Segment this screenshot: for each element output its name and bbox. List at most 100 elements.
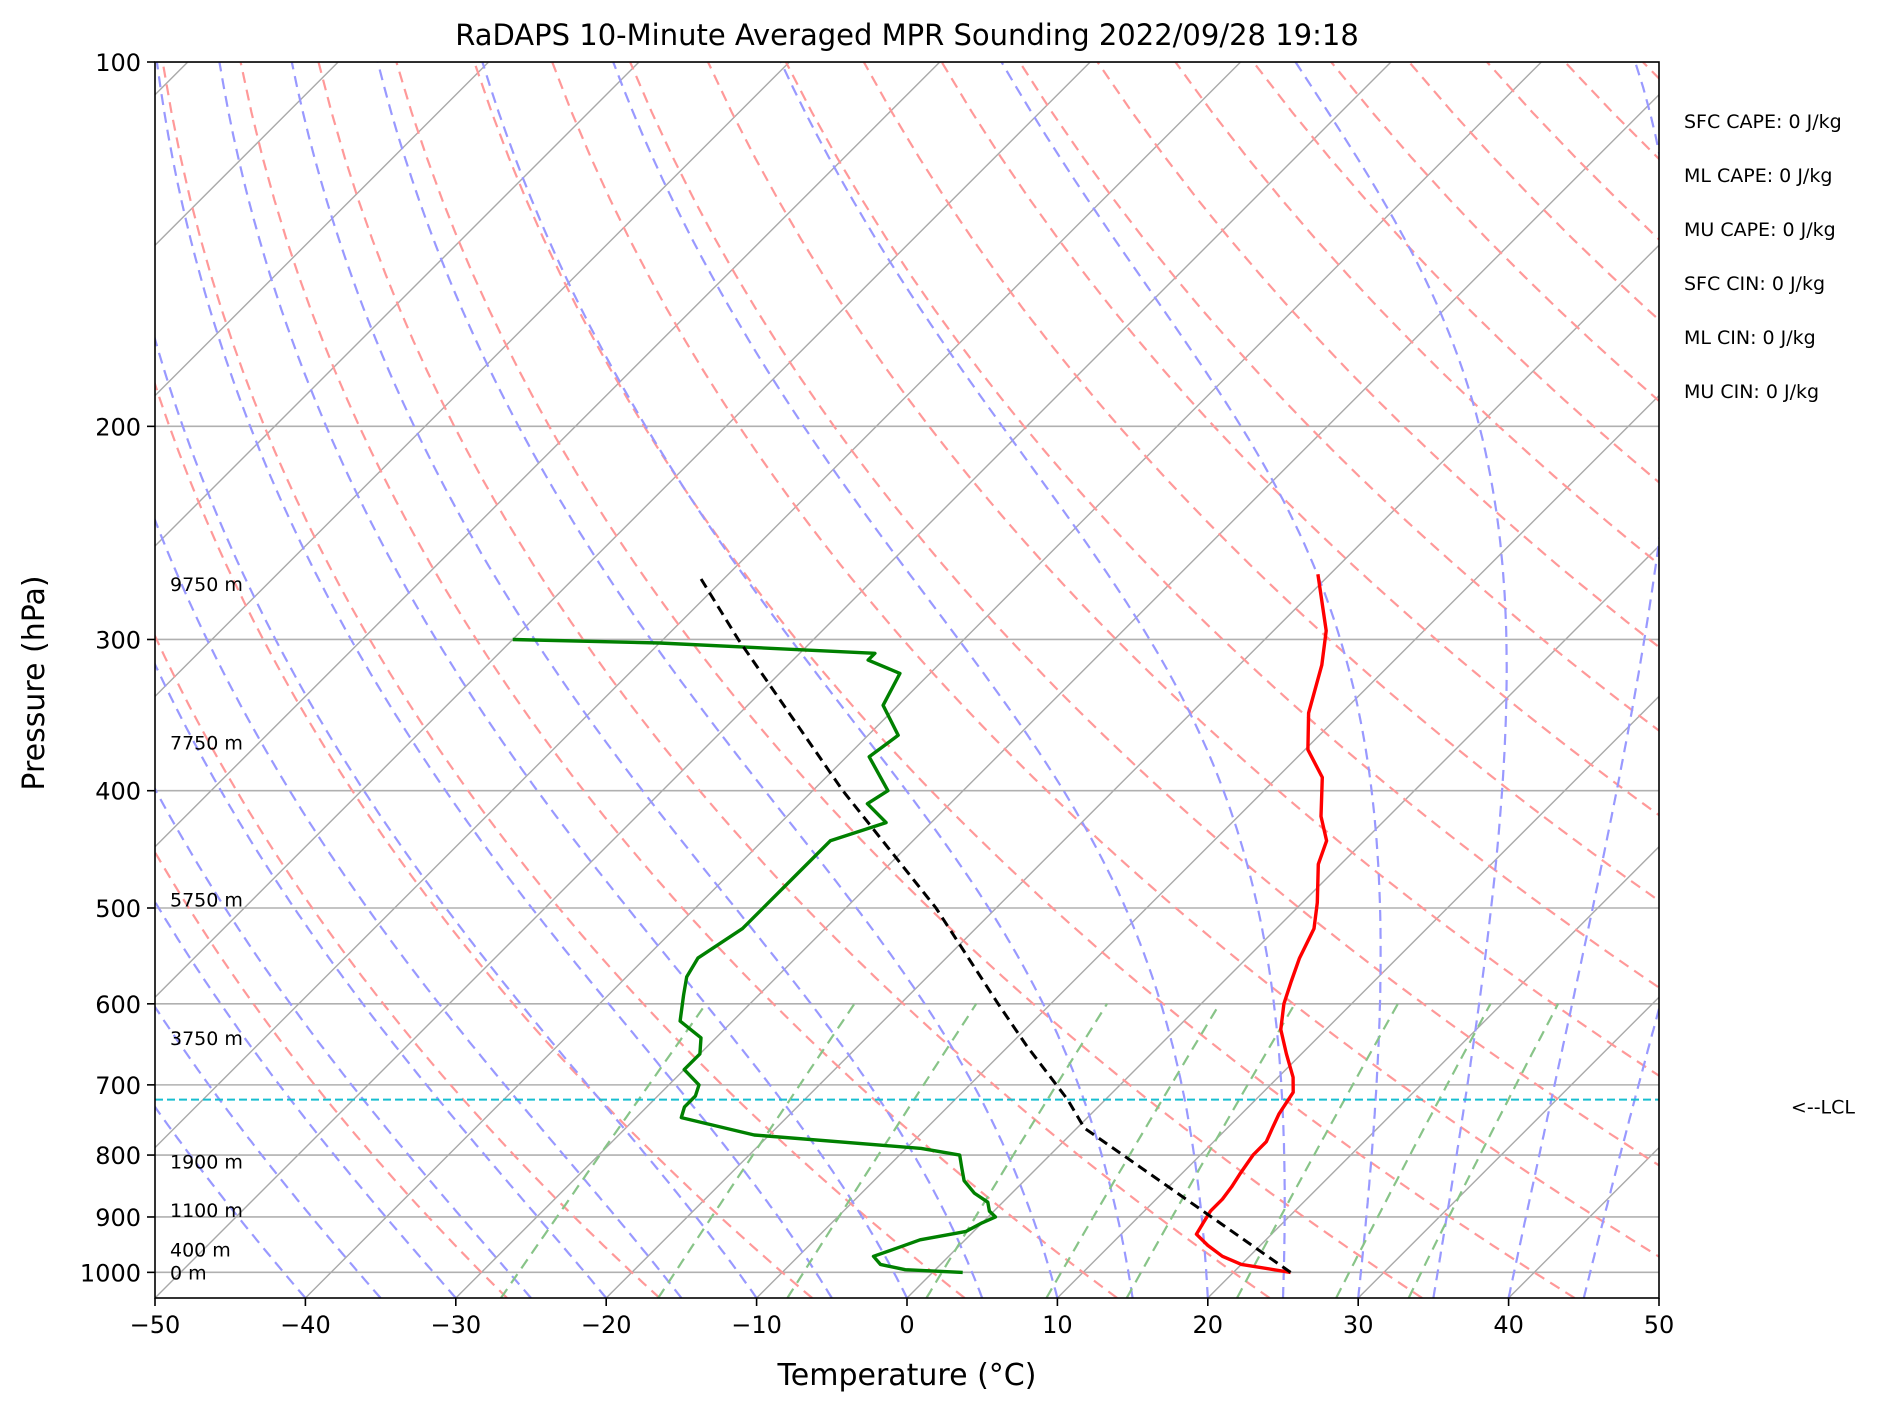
dewpoint-profile <box>512 637 998 1275</box>
isotherm-line <box>155 62 790 698</box>
x-tick-label: 40 <box>1493 1311 1524 1339</box>
moist-adiabat <box>376 62 1059 1298</box>
mixing-ratio-line <box>925 1003 1108 1298</box>
x-tick-label: −50 <box>130 1311 181 1339</box>
moist-adiabat <box>1507 62 1659 1298</box>
mixing-ratio-line <box>786 1003 978 1298</box>
dry-adiabat <box>161 62 966 1298</box>
x-tick-label: −20 <box>581 1311 632 1339</box>
lcl-label: <--LCL <box>1791 1097 1855 1119</box>
isotherm-line <box>1056 695 1659 1298</box>
dry-adiabat <box>784 62 1659 989</box>
moist-adiabats <box>155 62 1659 1298</box>
mixing-ratio-line <box>499 1003 707 1298</box>
moist-adiabat <box>155 1105 307 1298</box>
mixing-ratio-line <box>1045 1003 1221 1298</box>
moist-adiabat <box>155 517 683 1298</box>
dry-adiabat <box>395 62 1423 1298</box>
y-tick-label: 900 <box>95 1204 141 1232</box>
pressure-grid <box>155 62 1659 1274</box>
mixing-ratio-line <box>1335 1003 1492 1298</box>
isotherms <box>155 62 1659 1298</box>
y-tick-label: 600 <box>95 991 141 1019</box>
moist-adiabat <box>481 62 1134 1298</box>
height-label: 1100 m <box>170 1200 243 1222</box>
moist-adiabat <box>779 62 1286 1298</box>
dry-adiabat <box>155 633 661 1298</box>
y-tick-label: 500 <box>95 895 141 923</box>
dry-adiabats <box>155 62 1659 1298</box>
indices-panel: SFC CAPE: 0 J/kg ML CAPE: 0 J/kg MU CAPE: … <box>1684 111 1842 403</box>
height-label: 1900 m <box>170 1152 243 1174</box>
mixing-ratio-line <box>1125 1003 1296 1298</box>
y-tick-label: 1000 <box>80 1259 141 1287</box>
plot-area <box>155 62 1659 1298</box>
temperature-profile <box>1194 574 1329 1275</box>
mixing-ratio-lines <box>499 1003 1560 1298</box>
x-axis-title: Temperature (°C) <box>777 1358 1037 1393</box>
x-tick-label: 30 <box>1343 1311 1374 1339</box>
mixing-ratio-line <box>1236 1003 1399 1298</box>
y-tick-label: 100 <box>95 49 141 77</box>
y-tick-label: 800 <box>95 1142 141 1170</box>
moist-adiabat <box>612 62 1209 1298</box>
height-label: 5750 m <box>170 890 243 912</box>
x-tick-label: 0 <box>899 1311 914 1339</box>
moist-adiabat <box>155 899 457 1298</box>
y-axis-title: Pressure (hPa) <box>17 575 52 790</box>
index-label: MU CAPE: 0 J/kg <box>1684 219 1836 241</box>
dry-adiabat <box>155 850 508 1298</box>
isotherm-line <box>756 394 1659 1298</box>
mixing-ratio-line <box>1407 1003 1560 1298</box>
dry-adiabat <box>862 62 1659 903</box>
moist-adiabat <box>1294 62 1508 1298</box>
x-tick-label: 50 <box>1644 1311 1675 1339</box>
dry-adiabat <box>940 62 1659 817</box>
moist-adiabat <box>1000 62 1382 1298</box>
isotherm-line <box>155 62 1091 999</box>
moist-adiabat <box>155 786 532 1298</box>
isotherm-line <box>155 62 490 397</box>
isotherm-line <box>455 93 1659 1298</box>
dry-adiabat <box>1096 62 1659 649</box>
index-label: SFC CAPE: 0 J/kg <box>1684 111 1842 133</box>
dry-adiabat <box>551 62 1659 1258</box>
isotherm-line <box>1207 845 1659 1298</box>
dry-adiabat <box>239 62 1118 1298</box>
moist-adiabat <box>155 335 758 1298</box>
isotherm-line <box>906 545 1659 1298</box>
dry-adiabat <box>707 62 1659 1078</box>
isotherm-line <box>304 62 1542 1298</box>
x-tick-label: 10 <box>1042 1311 1073 1339</box>
dry-adiabat <box>629 62 1659 1167</box>
parcel-profile <box>696 573 1292 1274</box>
moist-adiabat <box>155 1004 382 1298</box>
y-tick-label: 700 <box>95 1072 141 1100</box>
x-tick-label: 20 <box>1193 1311 1224 1339</box>
chart-title: RaDAPS 10-Minute Averaged MPR Sounding 2… <box>455 18 1359 52</box>
x-tick-label: −40 <box>280 1311 331 1339</box>
isotherm-line <box>155 62 941 848</box>
height-label: 9750 m <box>170 574 243 596</box>
y-tick-label: 200 <box>95 413 141 441</box>
plot-frame <box>154 61 1660 1299</box>
index-label: ML CIN: 0 J/kg <box>1684 327 1816 349</box>
height-label: 7750 m <box>170 733 243 755</box>
dry-adiabat <box>1018 62 1659 732</box>
dry-adiabat <box>473 62 1576 1298</box>
moist-adiabat <box>155 661 608 1298</box>
x-tick-label: −30 <box>430 1311 481 1339</box>
x-axis: −50 −40 −30 −20 −10 0 10 20 30 40 50 <box>130 1298 1675 1339</box>
index-label: ML CAPE: 0 J/kg <box>1684 165 1832 187</box>
dry-adiabat <box>155 380 813 1298</box>
moist-adiabat <box>155 62 833 1298</box>
y-axis: 100 200 300 400 500 600 700 800 900 1000 <box>80 49 155 1287</box>
mixing-ratio-line <box>657 1003 856 1298</box>
isotherm-line <box>155 62 640 547</box>
y-tick-label: 400 <box>95 778 141 806</box>
moist-adiabat <box>290 62 984 1298</box>
dry-adiabat <box>1252 62 1659 484</box>
isotherm-line <box>155 62 1392 1298</box>
isotherm-line <box>605 244 1659 1298</box>
